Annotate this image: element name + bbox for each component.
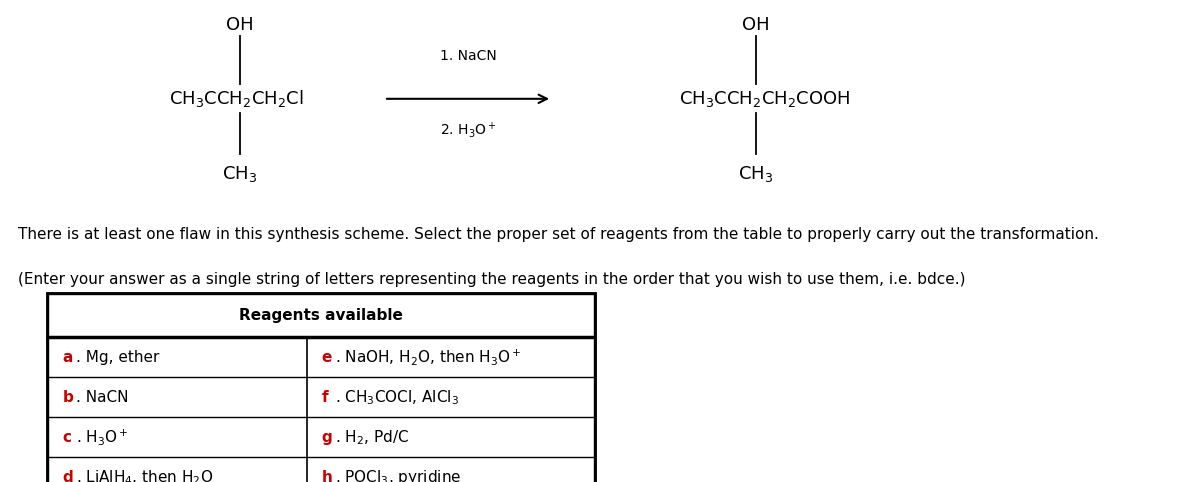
Text: 2. H$_3$O$^+$: 2. H$_3$O$^+$ [439, 120, 497, 140]
Text: Reagents available: Reagents available [239, 308, 403, 323]
Text: g: g [322, 430, 332, 445]
Bar [48, 294, 594, 482]
Text: a: a [62, 350, 73, 365]
Text: OH: OH [742, 16, 770, 34]
Text: d: d [62, 470, 73, 482]
Text: f: f [322, 390, 329, 405]
Text: . Mg, ether: . Mg, ether [76, 350, 158, 365]
Text: CH$_3$: CH$_3$ [738, 164, 774, 184]
Text: . POCl$_3$, pyridine: . POCl$_3$, pyridine [335, 468, 461, 482]
Text: CH$_3$CCH$_2$CH$_2$Cl: CH$_3$CCH$_2$CH$_2$Cl [169, 88, 304, 109]
Text: There is at least one flaw in this synthesis scheme. Select the proper set of re: There is at least one flaw in this synth… [18, 227, 1099, 241]
Text: 1. NaCN: 1. NaCN [439, 49, 497, 63]
Text: h: h [322, 470, 332, 482]
Text: (Enter your answer as a single string of letters representing the reagents in th: (Enter your answer as a single string of… [18, 272, 966, 287]
Text: . H$_2$, Pd/C: . H$_2$, Pd/C [335, 428, 409, 447]
Text: c: c [62, 430, 72, 445]
Bar [48, 294, 594, 482]
Text: . NaOH, H$_2$O, then H$_3$O$^+$: . NaOH, H$_2$O, then H$_3$O$^+$ [335, 348, 522, 367]
Text: CH$_3$: CH$_3$ [222, 164, 258, 184]
Text: . H$_3$O$^+$: . H$_3$O$^+$ [76, 428, 128, 447]
Text: OH: OH [226, 16, 254, 34]
Text: e: e [322, 350, 332, 365]
Text: . NaCN: . NaCN [76, 390, 128, 405]
Text: CH$_3$CCH$_2$CH$_2$COOH: CH$_3$CCH$_2$CH$_2$COOH [679, 89, 850, 109]
Text: . LiAlH$_4$, then H$_2$O: . LiAlH$_4$, then H$_2$O [76, 468, 212, 482]
Text: b: b [62, 390, 73, 405]
Text: . CH$_3$COCl, AlCl$_3$: . CH$_3$COCl, AlCl$_3$ [335, 388, 458, 407]
